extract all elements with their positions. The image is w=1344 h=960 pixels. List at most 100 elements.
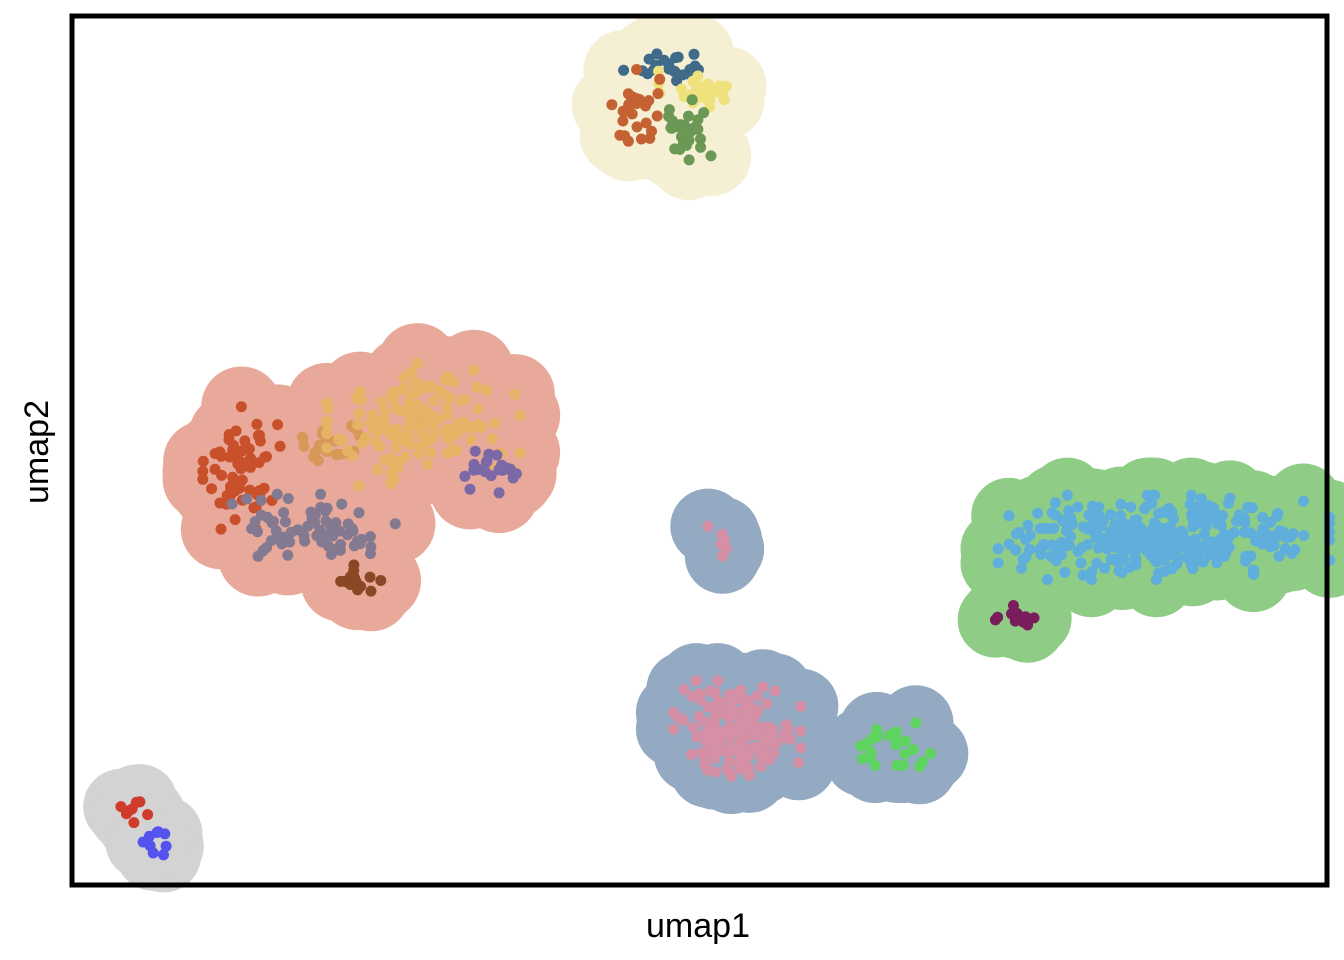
scatter-point <box>907 744 919 755</box>
scatter-point <box>866 733 878 745</box>
series-green_bright <box>855 717 937 773</box>
scatter-point <box>1190 519 1202 531</box>
scatter-point <box>372 464 384 476</box>
scatter-point <box>236 474 248 486</box>
scatter-point <box>757 681 769 693</box>
scatter-point <box>471 381 483 393</box>
scatter-point <box>735 684 746 696</box>
scatter-point <box>365 585 377 597</box>
scatter-point <box>687 75 699 87</box>
scatter-point <box>335 575 347 587</box>
scatter-point <box>251 418 263 430</box>
scatter-point <box>142 809 154 821</box>
scatter-point <box>651 48 663 60</box>
scatter-point <box>274 440 286 452</box>
scatter-point <box>360 431 372 443</box>
scatter-point <box>151 827 163 838</box>
scatter-point <box>375 396 387 408</box>
scatter-point <box>489 417 501 429</box>
scatter-point <box>644 132 656 144</box>
scatter-point <box>606 99 618 111</box>
scatter-point <box>1202 536 1214 548</box>
scatter-point <box>1185 546 1197 558</box>
scatter-point <box>1110 542 1122 553</box>
scatter-point <box>1088 525 1100 537</box>
scatter-point <box>1285 531 1297 543</box>
scatter-point <box>1072 546 1084 557</box>
scatter-point <box>741 719 753 731</box>
scatter-point <box>459 470 471 482</box>
scatter-point <box>640 117 652 129</box>
scatter-point <box>992 543 1004 555</box>
halo-group-5 <box>83 764 204 893</box>
scatter-point <box>1271 510 1283 522</box>
scatter-point <box>469 445 481 457</box>
scatter-point <box>635 133 647 145</box>
scatter-point <box>391 403 403 415</box>
scatter-point <box>678 714 690 726</box>
scatter-point <box>128 817 140 829</box>
scatter-point <box>739 704 751 716</box>
plot-frame <box>69 13 1330 888</box>
scatter-point <box>1038 538 1050 550</box>
scatter-point <box>686 94 698 106</box>
scatter-point <box>413 448 425 460</box>
scatter-point <box>652 88 664 100</box>
series-grey_purple <box>226 488 401 562</box>
scatter-point <box>481 385 493 396</box>
scatter-point <box>865 746 877 758</box>
scatter-point <box>472 419 484 431</box>
scatter-point <box>353 507 365 519</box>
scatter-point <box>992 611 1004 623</box>
scatter-point <box>321 397 333 409</box>
scatter-point <box>321 418 333 430</box>
scatter-point <box>1215 533 1227 545</box>
scatter-point <box>1043 523 1055 535</box>
scatter-point <box>694 688 706 700</box>
scatter-point <box>1056 539 1068 551</box>
scatter-point <box>1077 569 1089 581</box>
scatter-point <box>336 498 348 510</box>
scatter-point <box>1137 526 1149 538</box>
series-purple <box>459 445 522 499</box>
scatter-point <box>144 840 156 852</box>
scatter-point <box>741 727 753 738</box>
scatter-point <box>500 462 512 474</box>
scatter-point <box>1219 548 1231 560</box>
scatter-point <box>709 686 721 698</box>
scatter-point <box>617 115 629 127</box>
scatter-point <box>1153 567 1164 579</box>
scatter-point <box>709 766 721 778</box>
scatter-point <box>320 515 332 527</box>
scatter-point <box>346 524 358 536</box>
scatter-point <box>446 444 458 456</box>
scatter-point <box>427 432 439 444</box>
scatter-point <box>751 690 763 702</box>
scatter-point <box>631 121 643 133</box>
scatter-point <box>485 470 497 482</box>
scatter-point <box>252 550 264 562</box>
scatter-point <box>1240 550 1252 562</box>
scatter-point <box>1247 564 1259 576</box>
scatter-point <box>261 451 272 463</box>
scatter-point <box>392 461 404 473</box>
scatter-point <box>1105 509 1117 521</box>
scatter-point <box>311 530 323 542</box>
scatter-point <box>365 418 377 429</box>
scatter-point <box>282 549 294 561</box>
scatter-point <box>468 364 480 376</box>
scatter-point <box>223 429 235 440</box>
scatter-point <box>365 548 376 560</box>
scatter-point <box>206 483 217 495</box>
scatter-point <box>1113 565 1125 577</box>
scatter-point <box>428 395 440 407</box>
scatter-point <box>688 48 700 60</box>
scatter-point <box>400 451 411 463</box>
scatter-point <box>1214 516 1226 528</box>
scatter-point <box>1104 526 1116 538</box>
scatter-point <box>855 740 867 752</box>
scatter-point <box>718 94 730 106</box>
scatter-point <box>255 494 267 506</box>
scatter-point <box>253 429 265 441</box>
scatter-point <box>925 748 937 759</box>
